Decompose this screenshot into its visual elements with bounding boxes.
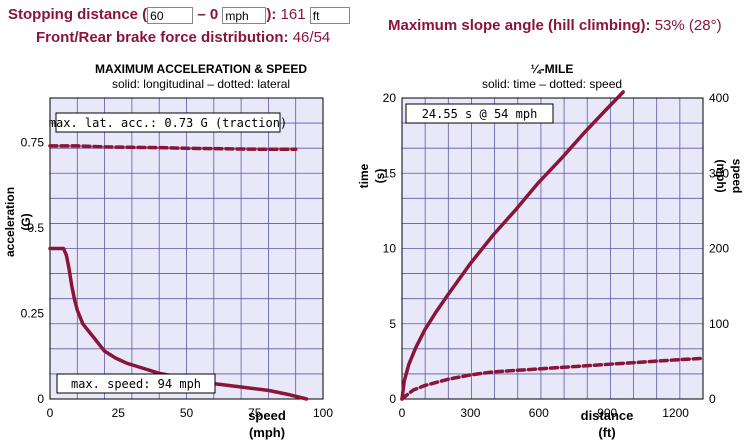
chart2-x-tick-label: 900 bbox=[597, 406, 617, 420]
stop-close: ): bbox=[266, 6, 277, 23]
chart1-x-tick-label: 50 bbox=[180, 406, 194, 420]
chart1-y-tick-label: 0.75 bbox=[21, 135, 45, 149]
chart2-y-tick-label: 10 bbox=[383, 242, 397, 256]
chart2-y2-tick-label: 400 bbox=[709, 91, 729, 105]
chart1-y-tick-label: 0.5 bbox=[27, 221, 44, 235]
chart1-x-axis-unit: (mph) bbox=[249, 425, 285, 440]
chart2-y-tick-label: 5 bbox=[389, 317, 396, 331]
chart2-y-axis-unit: (s) bbox=[373, 169, 387, 184]
chart2-x-tick-label: 0 bbox=[399, 406, 406, 420]
chart2-y2-tick-label: 100 bbox=[709, 317, 729, 331]
chart2-y2-tick-label: 200 bbox=[709, 242, 729, 256]
max-slope-label: Maximum slope angle (hill climbing): bbox=[388, 17, 651, 34]
chart2-y-tick-label: 0 bbox=[389, 392, 396, 406]
chart2-y-tick-label: 15 bbox=[383, 166, 397, 180]
chart1-x-tick-label: 75 bbox=[248, 406, 262, 420]
stopping-distance-label: Stopping distance ( bbox=[8, 6, 148, 23]
chart2-y-tick-label: 20 bbox=[383, 91, 397, 105]
chart1-x-tick-label: 25 bbox=[112, 406, 126, 420]
stop-distance-unit-select[interactable]: ft bbox=[309, 6, 350, 24]
chart2-annotation-box bbox=[405, 103, 554, 124]
stopping-distance-value: 161 bbox=[280, 6, 306, 23]
chart1-annotation-box bbox=[55, 112, 281, 133]
chart1-subtitle: solid: longitudinal – dotted: lateral bbox=[112, 77, 290, 91]
chart2-y2-axis-label: speed bbox=[730, 159, 744, 194]
max-slope-value: 53% (28°) bbox=[654, 17, 722, 34]
chart1-annotation-box bbox=[56, 373, 216, 394]
chart1-dotted-series-line bbox=[48, 144, 298, 152]
stop-dash: – 0 bbox=[197, 6, 219, 23]
chart1-annotation-text: max. lat. acc.: 0.73 G (traction) bbox=[49, 116, 287, 130]
chart1-solid-series-line bbox=[48, 246, 309, 401]
chart2-x-axis-label: distance bbox=[581, 408, 634, 423]
brake-distribution-value: 46/54 bbox=[292, 29, 331, 46]
chart2-y2-tick-label: 300 bbox=[709, 166, 729, 180]
chart1-y-tick-label: 0 bbox=[37, 392, 44, 406]
stopping-distance-line: Stopping distance (60 – 0 mph): 161 ft bbox=[8, 6, 350, 24]
max-slope-line: Maximum slope angle (hill climbing): 53%… bbox=[388, 17, 722, 34]
chart2-x-tick-label: 1200 bbox=[662, 406, 689, 420]
brake-distribution-line: Front/Rear brake force distribution: 46/… bbox=[36, 29, 330, 46]
chart2-title: ¼-MILE bbox=[531, 62, 574, 76]
chart2-plot-border bbox=[401, 97, 704, 400]
chart2-y2-tick-label: 0 bbox=[709, 392, 716, 406]
chart2-solid-series-line bbox=[400, 90, 625, 401]
stop-from-input[interactable]: 60 bbox=[147, 6, 194, 24]
chart2-annotation-text: 24.55 s @ 54 mph bbox=[422, 107, 538, 121]
chart1-y-tick-label: 0.25 bbox=[21, 306, 45, 320]
chart2-x-tick-label: 600 bbox=[529, 406, 549, 420]
chart2-subtitle: solid: time – dotted: speed bbox=[482, 77, 622, 91]
chart2-y2-axis-unit: (mph) bbox=[714, 159, 728, 192]
chart2-x-axis-unit: (ft) bbox=[598, 425, 615, 440]
chart1-y-axis-label: acceleration bbox=[3, 187, 17, 257]
chart2-x-tick-label: 300 bbox=[460, 406, 480, 420]
chart2-dotted-series-line bbox=[400, 356, 705, 401]
stop-unit-select[interactable]: mph bbox=[222, 6, 267, 24]
chart1-y-axis-unit: (G) bbox=[19, 213, 33, 230]
chart1-x-tick-label: 0 bbox=[47, 406, 54, 420]
chart2-y-axis-label: time bbox=[357, 163, 371, 188]
chart1-title: MAXIMUM ACCELERATION & SPEED bbox=[95, 62, 307, 76]
chart1-x-axis-label: speed bbox=[248, 408, 286, 423]
brake-distribution-label: Front/Rear brake force distribution: bbox=[36, 29, 289, 46]
chart1-annotation-text: max. speed: 94 mph bbox=[71, 377, 201, 391]
chart1-x-tick-label: 100 bbox=[313, 406, 333, 420]
